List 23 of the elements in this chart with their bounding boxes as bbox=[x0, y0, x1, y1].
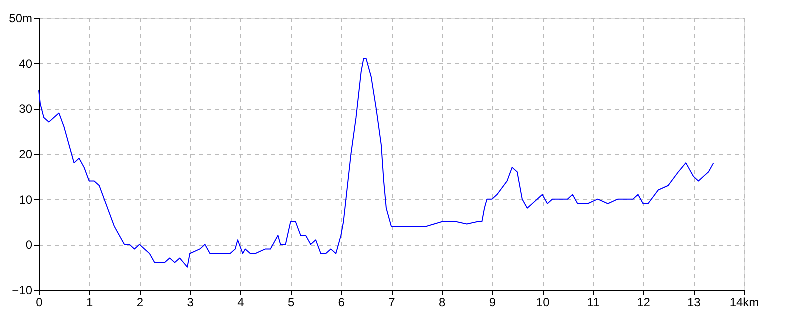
x-tick-label: 3 bbox=[187, 296, 194, 310]
y-tick-label: 30 bbox=[19, 102, 33, 116]
x-tick-label: 0 bbox=[36, 296, 44, 310]
x-tick-label: 8 bbox=[439, 296, 446, 310]
y-tick-label: 40 bbox=[19, 56, 33, 71]
y-tick-label: 0 bbox=[26, 238, 33, 252]
x-tick-label: 14km bbox=[730, 296, 760, 310]
x-tick-label: 2 bbox=[136, 296, 144, 310]
x-tick-label: 9 bbox=[489, 296, 496, 310]
x-tick-label: 5 bbox=[288, 296, 295, 310]
x-tick-label: 4 bbox=[238, 296, 245, 310]
y-tick-label: 20 bbox=[19, 148, 33, 162]
y-tick-label: 50m bbox=[9, 12, 33, 26]
x-tick-label: 12 bbox=[637, 296, 651, 310]
x-tick-label: 10 bbox=[536, 296, 550, 310]
y-tick-label: 10 bbox=[19, 192, 33, 207]
y-tick-label: −10 bbox=[12, 284, 33, 298]
x-tick-label: 1 bbox=[86, 296, 94, 310]
x-tick-label: 13 bbox=[687, 296, 702, 310]
line-series bbox=[38, 58, 714, 268]
x-tick-label: 11 bbox=[587, 296, 600, 310]
x-tick-label: 7 bbox=[388, 296, 396, 310]
x-tick-label: 6 bbox=[338, 296, 346, 310]
